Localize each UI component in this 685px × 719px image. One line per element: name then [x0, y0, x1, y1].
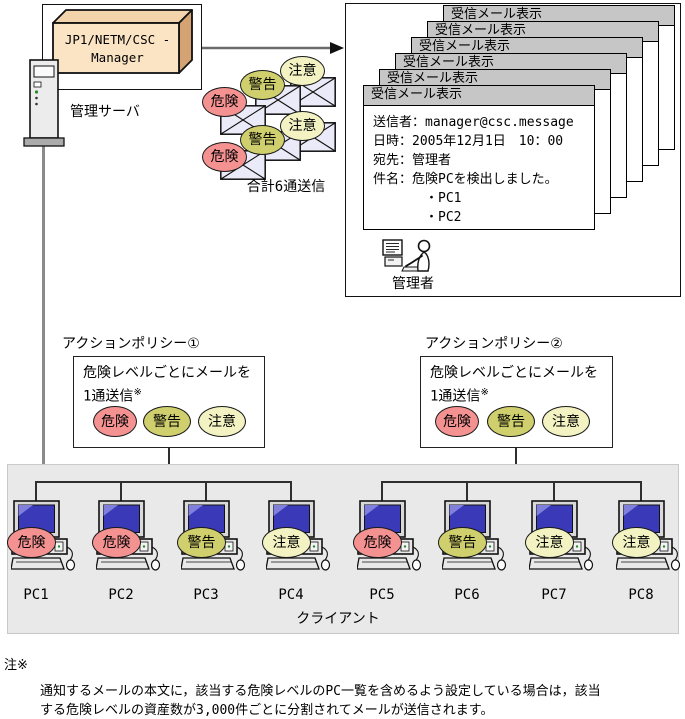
severity-badge-danger: 危険 [202, 87, 247, 117]
flow-arrow-icon [202, 42, 344, 54]
pc-label: PC6 [454, 587, 480, 603]
footnote-mark: 注※ [4, 658, 28, 673]
action-policy-2-box: 危険レベルごとにメールを 1通送信※ 危険 警告 注意 [420, 356, 613, 448]
network-bus-line-right [381, 481, 642, 483]
policy-line1: 危険レベルごとにメールを [430, 365, 598, 381]
pc-label: PC2 [108, 587, 134, 603]
action-policy-2-title: アクションポリシー② [425, 336, 563, 352]
pc-label: PC1 [23, 587, 49, 603]
severity-badge-caution: 注意 [198, 406, 246, 437]
product-name-line2: Manager [91, 50, 144, 65]
footnote-line: する危険レベルの資産数が3,000件ごとに分割されてメールが送信されます。 [40, 703, 494, 718]
policy-note-mark: ※ [480, 387, 489, 398]
product-box-3d-icon [52, 9, 193, 74]
server-link-line [42, 144, 45, 465]
action-policy-1-box: 危険レベルごとにメールを 1通送信※ 危険 警告 注意 [73, 356, 265, 448]
severity-badge-warning: 警告 [438, 527, 487, 558]
severity-badge-danger: 危険 [353, 527, 402, 558]
pc-drop-line [553, 481, 555, 502]
severity-badge-danger: 危険 [92, 527, 141, 558]
mail-total-label: 合計6通送信 [246, 179, 326, 195]
client-pc: 危険 PC2 [92, 500, 166, 610]
mail-item: ・PC2 [425, 210, 462, 225]
mail-subject: 件名：危険PCを検出しました。 [373, 172, 558, 187]
product-name: JP1/NETM/CSC - Manager [54, 24, 181, 74]
pc-drop-line [120, 481, 122, 502]
pc-drop-line [640, 481, 642, 502]
severity-badge-danger: 危険 [7, 527, 56, 558]
policy-description: 危険レベルごとにメールを 1通送信※ [430, 363, 598, 407]
client-area-label: クライアント [296, 611, 380, 627]
client-pc: 危険 PC5 [353, 500, 427, 610]
product-name-line1: JP1/NETM/CSC - [64, 31, 171, 47]
client-pc: 警告 PC3 [177, 500, 251, 610]
severity-badge-caution: 注意 [262, 527, 311, 558]
mail-window-front: 受信メール表示 送信者：manager@csc.message 日時：2005年… [363, 85, 595, 230]
pc-drop-line [290, 481, 292, 502]
severity-badge-warning: 警告 [487, 406, 535, 437]
severity-badge-warning: 警告 [177, 527, 226, 558]
administrator-label: 管理者 [392, 276, 434, 292]
mail-item: ・PC1 [425, 191, 462, 206]
pc-label: PC4 [278, 587, 304, 603]
severity-badge-danger: 危険 [202, 142, 247, 172]
policy-line2: 1通送信※ [430, 387, 489, 405]
mail-to: 宛先：管理者 [373, 153, 452, 168]
severity-badge-caution: 注意 [542, 406, 590, 437]
client-pc: 注意 PC4 [262, 500, 336, 610]
mail-window-titlebar: 受信メール表示 [364, 86, 594, 106]
policy-description: 危険レベルごとにメールを 1通送信※ [83, 363, 251, 407]
policy-line1: 危険レベルごとにメールを [83, 365, 251, 381]
mail-body: 送信者：manager@csc.message 日時：2005年12月1日 10… [364, 106, 594, 227]
product-box: JP1/NETM/CSC - Manager [42, 4, 202, 90]
server-tower-icon [23, 59, 65, 147]
severity-badge-warning: 警告 [240, 125, 285, 155]
mail-datetime: 日時：2005年12月1日 10：00 [373, 134, 564, 149]
pc-drop-line [205, 481, 207, 502]
pc-drop-line [35, 481, 37, 502]
severity-badge-caution: 注意 [612, 527, 661, 558]
pc-label: PC7 [541, 587, 567, 603]
pc-label: PC5 [369, 587, 395, 603]
action-policy-1-title: アクションポリシー① [62, 336, 200, 352]
pc-drop-line [381, 481, 383, 502]
severity-badge-caution: 注意 [280, 56, 325, 86]
client-pc: 注意 PC8 [612, 500, 685, 610]
client-pc: 危険 PC1 [7, 500, 81, 610]
severity-badge-warning: 警告 [240, 70, 285, 100]
policy-note-mark: ※ [133, 387, 142, 398]
admin-at-computer-icon [382, 239, 431, 272]
pc-drop-line [466, 481, 468, 502]
severity-badge-caution: 注意 [280, 111, 325, 141]
pc-label: PC8 [628, 587, 654, 603]
severity-badge-caution: 注意 [525, 527, 574, 558]
policy-line2: 1通送信※ [83, 387, 142, 405]
pc-label: PC3 [193, 587, 219, 603]
mail-from: 送信者：manager@csc.message [373, 115, 574, 130]
severity-badge-danger: 危険 [435, 406, 479, 437]
footnote-line: 通知するメールの本文に，該当する危険レベルのPC一覧を含めるよう設定している場合… [40, 684, 601, 699]
severity-badge-warning: 警告 [143, 406, 191, 437]
management-server-label: 管理サーバ [70, 104, 140, 120]
client-pc: 警告 PC6 [438, 500, 512, 610]
severity-badge-danger: 危険 [93, 406, 137, 437]
client-pc: 注意 PC7 [525, 500, 599, 610]
network-bus-line-left [35, 481, 292, 483]
